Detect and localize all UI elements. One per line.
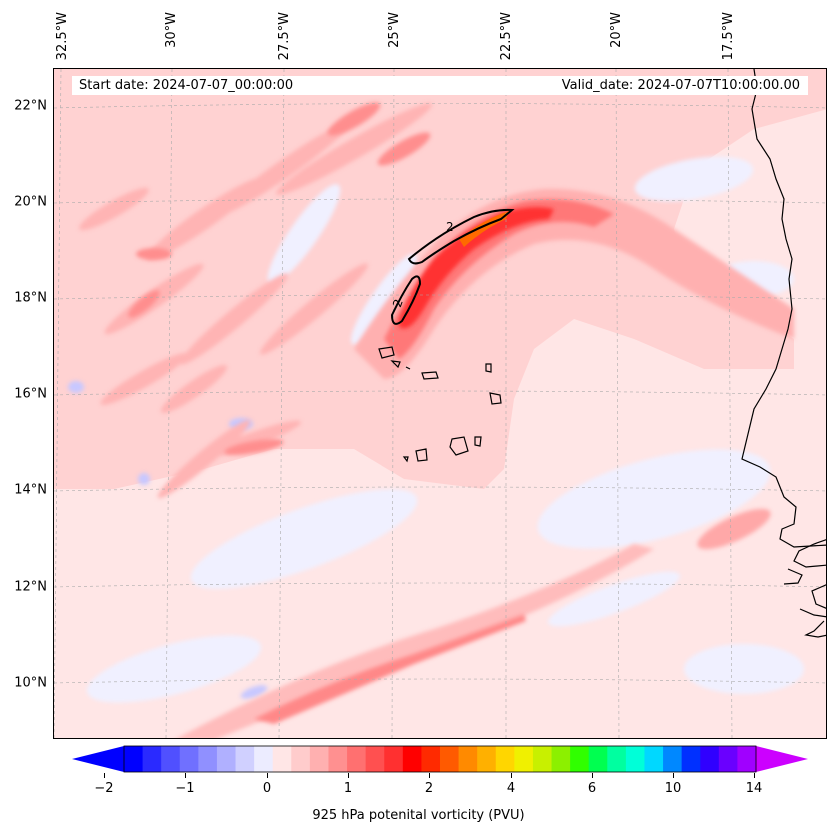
cb-tick-0: 0 <box>262 781 272 796</box>
west-africa-coastline <box>741 69 826 548</box>
colorbar-segments <box>124 746 757 772</box>
contour-label-lower: 2 <box>390 297 406 309</box>
lat-label-20n: 20°N <box>14 194 47 210</box>
colorbar-segment <box>495 746 515 772</box>
colorbar-segment <box>551 746 571 772</box>
colorbar-segment <box>644 746 664 772</box>
valid-date-label: Valid_date: 2024-07-07T10:00:00.00 <box>561 78 800 93</box>
colorbar-segment <box>179 746 199 772</box>
colorbar-segment <box>365 746 385 772</box>
colorbar-segment <box>402 746 423 772</box>
colorbar-segment <box>216 746 237 772</box>
cb-tickmark-0 <box>104 773 105 778</box>
cb-tickmark-8 <box>754 773 755 778</box>
west-africa-coast-south <box>783 539 826 638</box>
contour-label-upper: 2 <box>446 220 454 234</box>
colorbar-segment <box>328 746 348 772</box>
lat-label-16n: 16°N <box>14 386 47 402</box>
colorbar-over-triangle <box>756 746 808 772</box>
colorbar-segment <box>347 746 367 772</box>
cb-tick-neg1: −1 <box>175 781 195 796</box>
lat-label-18n: 18°N <box>14 290 47 306</box>
colorbar-segment <box>124 746 144 772</box>
cb-tickmark-3 <box>348 773 349 778</box>
colorbar-segment <box>514 746 534 772</box>
map-title-box: Start date: 2024-07-07_00:00:00 Valid_da… <box>72 76 808 95</box>
colorbar-segment <box>309 746 330 772</box>
lon-label-17-5w: 17.5°W <box>721 12 736 61</box>
lat-label-22n: 22°N <box>14 98 47 114</box>
lat-label-12n: 12°N <box>14 579 47 595</box>
lat-label-10n: 10°N <box>14 675 47 691</box>
colorbar-segment <box>198 746 218 772</box>
map-plot-area: 2 2 <box>53 68 827 739</box>
lon-label-32-5w: 32.5°W <box>55 12 70 61</box>
cb-tickmark-4 <box>429 773 430 778</box>
cb-tick-neg2: −2 <box>94 781 114 796</box>
cb-tick-1: 1 <box>343 781 353 796</box>
cb-tick-10: 10 <box>664 781 682 796</box>
colorbar-segment <box>681 746 701 772</box>
cb-tick-4: 4 <box>506 781 516 796</box>
colorbar-segment <box>625 746 646 772</box>
colorbar-segment <box>254 746 274 772</box>
colorbar-label: 925 hPa potenital vorticity (PVU) <box>312 808 525 823</box>
pv-southern-band-core <box>254 614 526 724</box>
colorbar-segment <box>477 746 497 772</box>
cb-tick-2: 2 <box>424 781 434 796</box>
lon-label-20w: 20°W <box>609 12 624 48</box>
colorbar-segment <box>718 746 739 772</box>
colorbar-segment <box>272 746 292 772</box>
graticule <box>54 69 826 738</box>
lon-label-22-5w: 22.5°W <box>499 12 514 61</box>
colorbar-under-triangle <box>72 746 124 772</box>
cb-tick-14: 14 <box>745 781 763 796</box>
colorbar-segment <box>607 746 627 772</box>
colorbar-segment <box>421 746 441 772</box>
colorbar-segment <box>588 746 608 772</box>
cb-tick-6: 6 <box>587 781 597 796</box>
colorbar-segment <box>458 746 478 772</box>
lon-label-30w: 30°W <box>164 12 179 48</box>
pv-southern-band <box>177 544 654 738</box>
lat-label-14n: 14°N <box>14 482 47 498</box>
pv-field-map: 2 2 <box>54 69 826 738</box>
cape-verde-islands <box>378 346 502 463</box>
pv-negative-patches <box>86 156 804 703</box>
pv-southern-blob-east <box>697 508 771 550</box>
colorbar-outline <box>123 745 757 773</box>
colorbar-segment <box>663 746 683 772</box>
start-date-label: Start date: 2024-07-07_00:00:00 <box>79 78 294 93</box>
cb-tickmark-2 <box>267 773 268 778</box>
lon-label-25w: 25°W <box>387 12 402 48</box>
pv-contour-2 <box>390 208 515 325</box>
colorbar-segment <box>737 746 757 772</box>
colorbar-segment <box>570 746 590 772</box>
pv-colorbar <box>72 745 808 773</box>
colorbar-segment <box>161 746 181 772</box>
colorbar-segment <box>235 746 255 772</box>
colorbar-segment <box>700 746 720 772</box>
colorbar-segment <box>291 746 311 772</box>
cb-tickmark-7 <box>673 773 674 778</box>
colorbar-segment <box>384 746 404 772</box>
cb-tickmark-5 <box>511 773 512 778</box>
colorbar-segment <box>532 746 553 772</box>
cb-tickmark-1 <box>185 773 186 778</box>
cb-tickmark-6 <box>592 773 593 778</box>
colorbar-segment <box>142 746 162 772</box>
lon-label-27-5w: 27.5°W <box>277 12 292 61</box>
colorbar-segment <box>440 746 460 772</box>
